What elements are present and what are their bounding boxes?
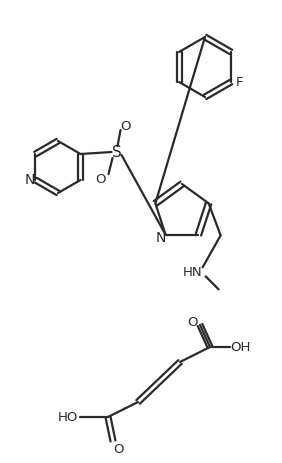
Text: HN: HN (183, 265, 202, 278)
Text: O: O (188, 316, 198, 329)
Text: HO: HO (58, 411, 78, 424)
Text: F: F (236, 76, 244, 89)
Text: O: O (113, 443, 123, 456)
Text: O: O (120, 120, 131, 133)
Text: S: S (112, 145, 121, 160)
Text: O: O (95, 173, 106, 186)
Text: OH: OH (230, 341, 250, 354)
Text: N: N (24, 173, 35, 187)
Text: N: N (155, 230, 166, 244)
